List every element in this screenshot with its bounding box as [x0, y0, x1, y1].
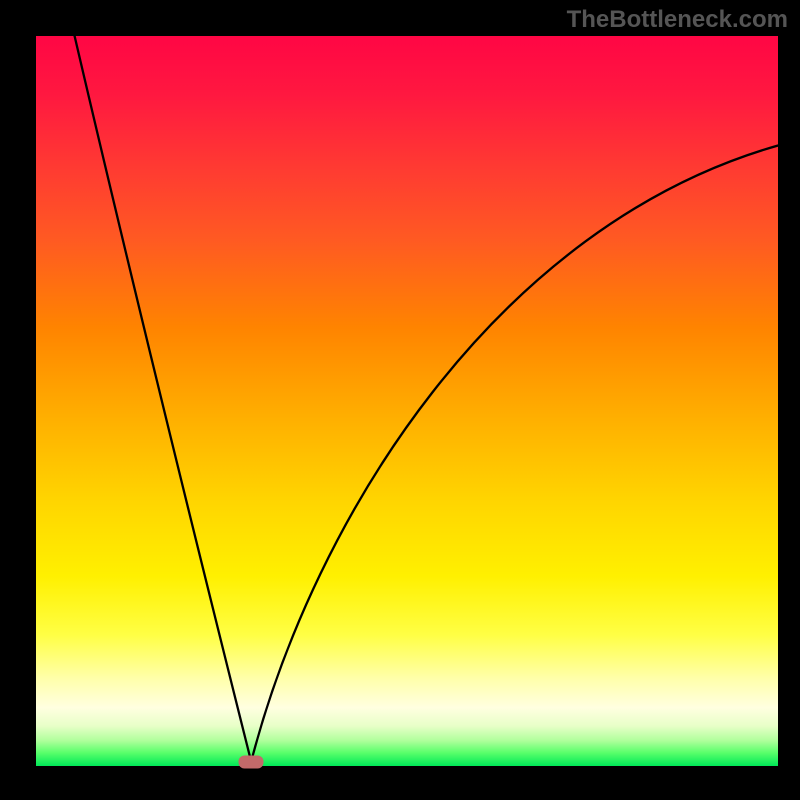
bottleneck-curve	[75, 36, 778, 762]
optimal-point-marker	[239, 755, 264, 768]
chart-container: TheBottleneck.com	[0, 0, 800, 800]
plot-area	[36, 36, 778, 766]
watermark-text: TheBottleneck.com	[567, 6, 788, 34]
curve-layer	[36, 36, 778, 766]
